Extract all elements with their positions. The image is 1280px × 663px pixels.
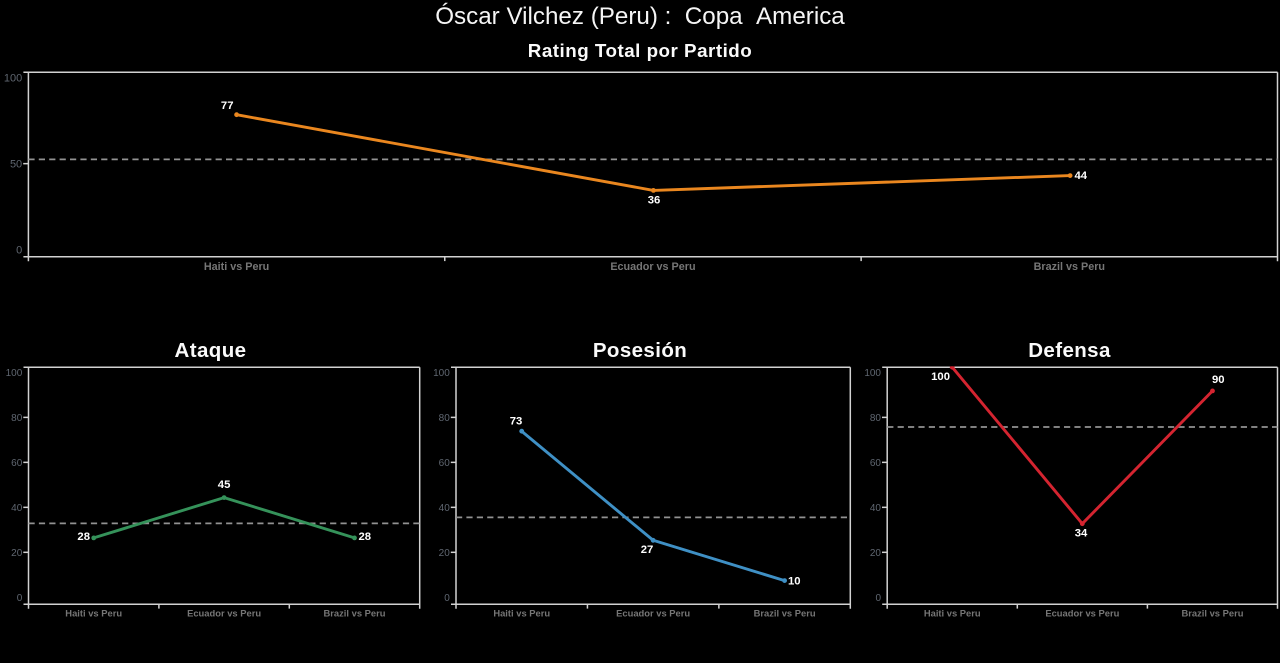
svg-text:Ecuador vs Peru: Ecuador vs Peru: [187, 608, 261, 619]
svg-text:60: 60: [439, 458, 451, 469]
svg-text:0: 0: [16, 245, 22, 257]
svg-text:100: 100: [931, 371, 950, 383]
svg-text:Ataque: Ataque: [175, 339, 247, 362]
svg-text:20: 20: [439, 548, 451, 559]
svg-text:28: 28: [359, 531, 372, 543]
svg-text:0: 0: [17, 593, 23, 604]
svg-text:10: 10: [788, 576, 801, 588]
svg-text:Rating Total por Partido: Rating Total por Partido: [528, 40, 753, 61]
svg-text:Posesión: Posesión: [593, 339, 687, 362]
svg-text:40: 40: [11, 503, 23, 514]
svg-text:27: 27: [641, 544, 654, 556]
svg-text:Ecuador vs Peru: Ecuador vs Peru: [610, 261, 695, 273]
svg-text:77: 77: [221, 100, 234, 112]
svg-text:80: 80: [11, 413, 23, 424]
svg-text:36: 36: [648, 195, 661, 207]
svg-text:Haiti vs Peru: Haiti vs Peru: [204, 261, 269, 273]
svg-text:Haiti vs Peru: Haiti vs Peru: [493, 608, 550, 619]
svg-text:Brazil vs Peru: Brazil vs Peru: [1034, 261, 1105, 273]
svg-text:40: 40: [870, 503, 882, 514]
svg-text:100: 100: [6, 368, 23, 379]
svg-text:Ecuador vs Peru: Ecuador vs Peru: [616, 608, 690, 619]
svg-text:44: 44: [1075, 170, 1088, 182]
svg-text:Brazil vs Peru: Brazil vs Peru: [1181, 608, 1243, 619]
svg-text:Defensa: Defensa: [1028, 339, 1111, 362]
svg-text:100: 100: [864, 368, 881, 379]
svg-text:Brazil vs Peru: Brazil vs Peru: [323, 608, 385, 619]
svg-text:20: 20: [870, 548, 882, 559]
svg-text:Ecuador vs Peru: Ecuador vs Peru: [1045, 608, 1119, 619]
svg-text:34: 34: [1075, 528, 1088, 540]
svg-text:80: 80: [439, 413, 451, 424]
svg-text:Óscar Vilchez (Peru) : Copa: Óscar Vilchez (Peru) : Copa America: [435, 3, 845, 30]
svg-text:Haiti vs Peru: Haiti vs Peru: [65, 608, 122, 619]
svg-text:20: 20: [11, 548, 23, 559]
svg-text:73: 73: [510, 416, 523, 428]
svg-text:0: 0: [875, 593, 881, 604]
svg-text:90: 90: [1212, 374, 1225, 386]
svg-text:28: 28: [77, 531, 90, 543]
svg-text:45: 45: [218, 479, 231, 491]
svg-text:60: 60: [870, 458, 882, 469]
svg-text:Haiti vs Peru: Haiti vs Peru: [924, 608, 981, 619]
svg-text:100: 100: [433, 368, 450, 379]
svg-text:50: 50: [10, 159, 22, 171]
svg-text:80: 80: [870, 413, 882, 424]
svg-text:Brazil vs Peru: Brazil vs Peru: [754, 608, 816, 619]
svg-text:40: 40: [439, 503, 451, 514]
svg-text:60: 60: [11, 458, 23, 469]
svg-text:100: 100: [4, 72, 22, 84]
svg-text:0: 0: [444, 593, 450, 604]
